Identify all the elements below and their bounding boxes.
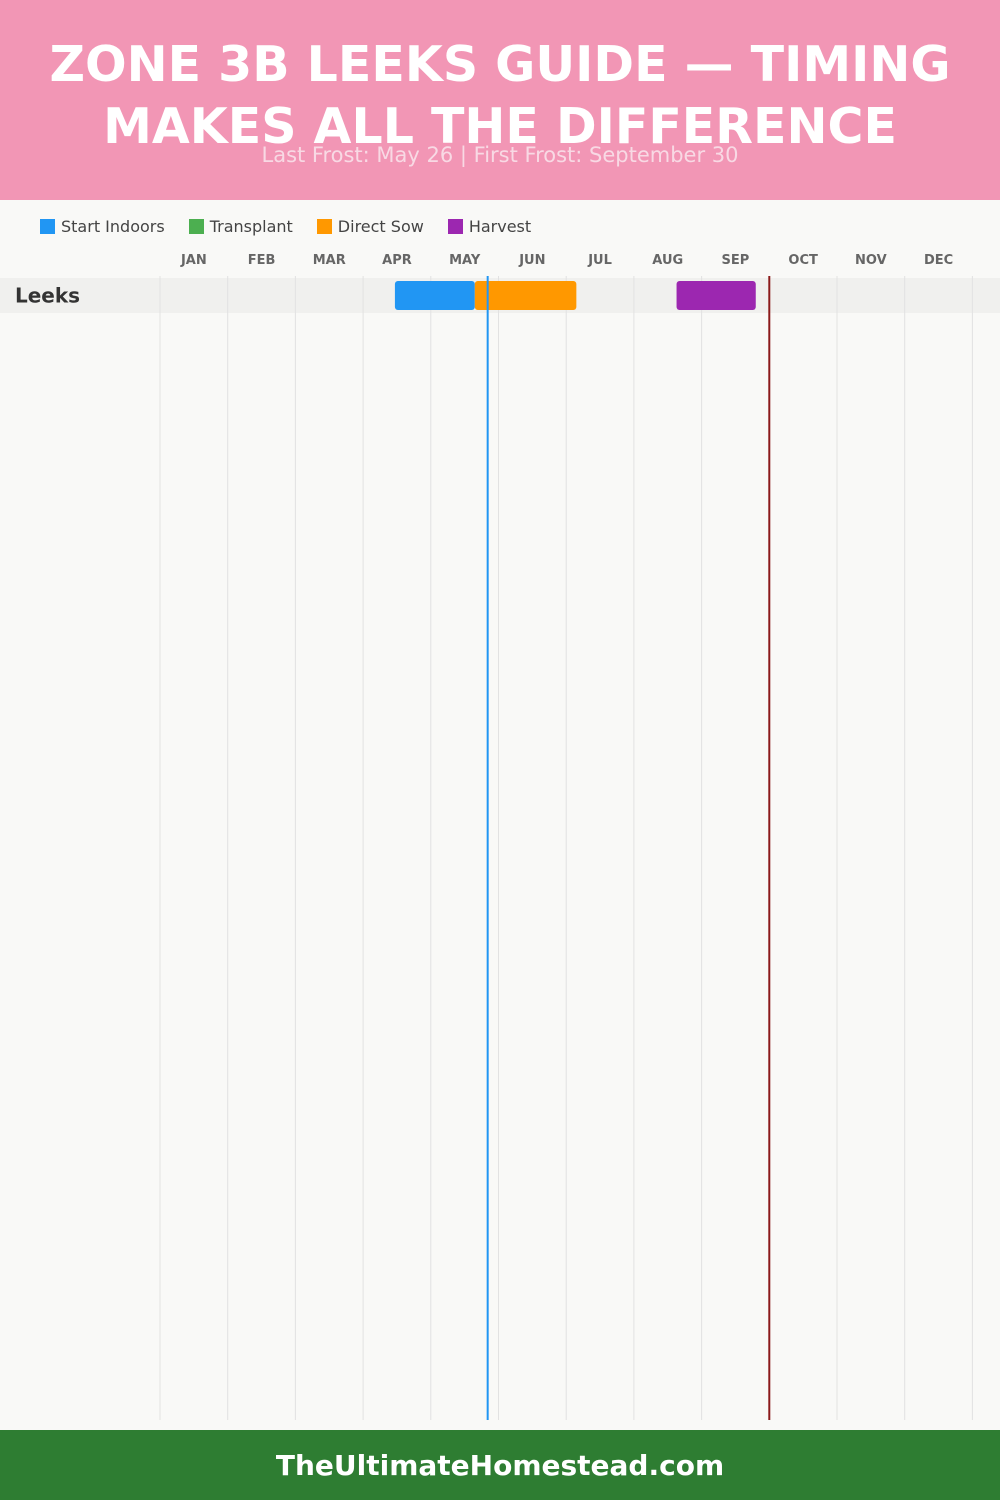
footer-banner: TheUltimateHomestead.com: [0, 1430, 1000, 1500]
month-tick-label: OCT: [788, 253, 818, 268]
title-line-2: MAKES ALL THE DIFFERENCE: [103, 98, 897, 155]
month-tick-label: DEC: [924, 253, 953, 268]
legend-label: Start Indoors: [61, 216, 165, 236]
month-tick-label: JAN: [180, 253, 207, 268]
crop-row-label: Leeks: [15, 284, 80, 308]
legend-swatch: [447, 218, 463, 234]
month-tick-label: SEP: [722, 253, 750, 268]
footer-site-link[interactable]: TheUltimateHomestead.com: [275, 1448, 725, 1482]
legend-label: Harvest: [468, 216, 532, 236]
legend-label: Direct Sow: [337, 216, 424, 236]
legend-label: Transplant: [209, 216, 293, 236]
legend: Start Indoors Transplant Direct Sow Harv…: [40, 214, 555, 238]
month-tick-label: FEB: [248, 253, 276, 268]
month-tick-label: MAR: [313, 253, 346, 268]
month-tick-label: MAY: [449, 253, 481, 268]
legend-item-direct-sow: Direct Sow: [316, 216, 424, 236]
title-line-1: ZONE 3B LEEKS GUIDE — TIMING: [49, 36, 951, 93]
month-tick-label: NOV: [855, 253, 887, 268]
planting-calendar-chart: JAN FEB MAR APR MAY JUN JUL AUG SEP OCT NOV DEC Leek…: [0, 253, 1000, 1420]
frost-dates-subtitle: Last Frost: May 26 | First Frost: Septem…: [261, 143, 739, 167]
legend-item-start-indoors: Start Indoors: [40, 217, 165, 236]
legend-swatch: [188, 218, 204, 234]
legend-item-harvest: Harvest: [447, 216, 532, 236]
bar-direct-sow: [474, 281, 577, 310]
legend-swatch: [316, 218, 332, 234]
month-tick-label: JUL: [587, 253, 612, 268]
bar-harvest: [676, 281, 756, 310]
legend-item-transplant: Transplant: [188, 216, 293, 236]
month-tick-label: APR: [382, 253, 412, 268]
page-title: ZONE 3B LEEKS GUIDE — TIMING MAKES ALL T…: [0, 34, 1000, 158]
month-tick-label: JUN: [518, 253, 545, 268]
month-tick-label: AUG: [652, 253, 683, 268]
bar-start-indoors: [394, 281, 475, 310]
header-banner: ZONE 3B LEEKS GUIDE — TIMING MAKES ALL T…: [0, 0, 1000, 200]
legend-swatch: [40, 218, 55, 234]
